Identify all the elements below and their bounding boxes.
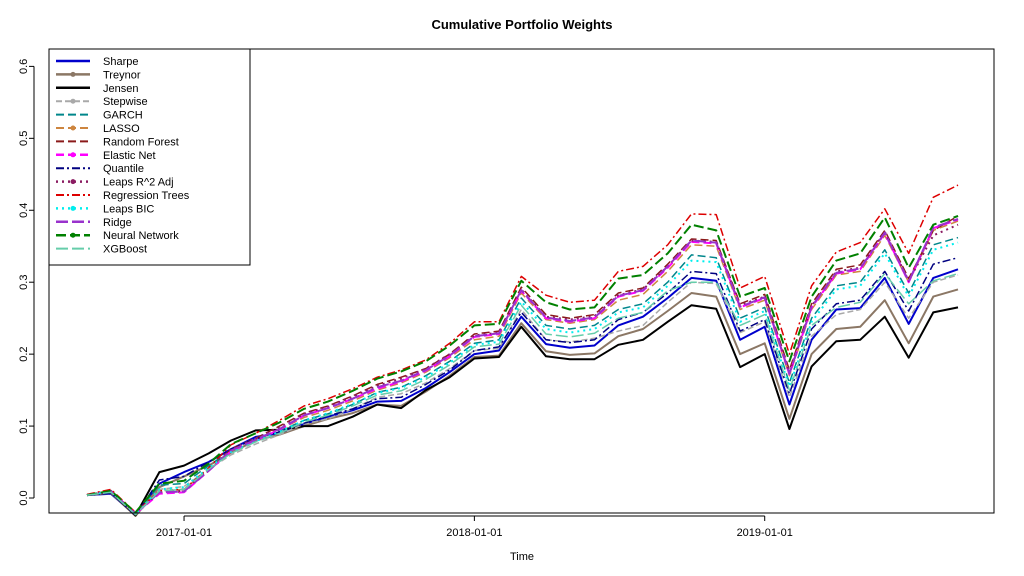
legend-label: Leaps R^2 Adj xyxy=(103,177,174,189)
y-tick-label: 0.2 xyxy=(18,346,30,361)
series-line-quantile xyxy=(86,256,959,517)
legend-label: LASSO xyxy=(103,123,140,135)
x-tick-label: 2018-01-01 xyxy=(446,527,502,539)
series-line-garch xyxy=(86,236,959,515)
legend-label: Ridge xyxy=(103,217,132,229)
y-tick-label: 0.0 xyxy=(18,490,30,505)
y-tick-label: 0.1 xyxy=(18,418,30,433)
y-tick-label: 0.3 xyxy=(18,275,30,290)
x-axis-label: Time xyxy=(510,551,534,563)
series-line-jensen xyxy=(86,304,959,517)
legend-item: Regression Trees xyxy=(56,190,190,202)
legend-label: XGBoost xyxy=(103,244,147,256)
series-line-stepwise xyxy=(86,274,959,516)
x-tick-label: 2019-01-01 xyxy=(737,527,793,539)
legend-label: Sharpe xyxy=(103,56,138,68)
legend-label: GARCH xyxy=(103,110,143,122)
chart-title: Cumulative Portfolio Weights xyxy=(431,17,612,32)
y-tick-label: 0.5 xyxy=(18,131,30,146)
legend-item: Leaps R^2 Adj xyxy=(56,177,174,189)
legend-label: Leaps BIC xyxy=(103,203,154,215)
legend-label: Stepwise xyxy=(103,96,148,108)
legend-marker xyxy=(70,125,76,131)
series-line-neural-network xyxy=(86,215,959,514)
legend-label: Regression Trees xyxy=(103,190,190,202)
legend-marker xyxy=(70,232,76,238)
legend-marker xyxy=(70,179,76,185)
series-line-xgboost xyxy=(86,272,959,516)
legend-item: Treynor xyxy=(56,69,141,81)
plot-frame xyxy=(48,48,995,514)
legend-label: Neural Network xyxy=(103,230,179,242)
legend-marker xyxy=(70,98,76,104)
legend-item: GARCH xyxy=(56,110,143,122)
legend-marker xyxy=(70,71,76,77)
legend-item: Sharpe xyxy=(56,56,138,68)
legend-item: Neural Network xyxy=(56,230,179,242)
legend-marker xyxy=(70,152,76,158)
legend-label: Random Forest xyxy=(103,136,179,148)
series-line-regression-trees xyxy=(86,184,959,514)
series-line-ridge xyxy=(86,217,959,515)
legend-item: Elastic Net xyxy=(56,150,156,162)
x-tick-label: 2017-01-01 xyxy=(156,527,212,539)
series-line-leaps-bic xyxy=(86,241,959,515)
plot-lines xyxy=(86,184,959,517)
x-axis: 2017-01-01 2018-01-01 2019-01-01 xyxy=(156,515,793,539)
legend-box xyxy=(48,48,251,266)
legend-item: Stepwise xyxy=(56,96,148,108)
legend-label: Jensen xyxy=(103,83,138,95)
legend-item: XGBoost xyxy=(56,244,147,256)
legend-marker xyxy=(70,205,76,211)
legend-label: Quantile xyxy=(103,163,144,175)
legend-item: Quantile xyxy=(56,163,144,175)
legend-label: Treynor xyxy=(103,69,141,81)
y-axis: 0.0 0.1 0.2 0.3 0.4 0.5 0.6 xyxy=(18,59,35,506)
series-line-leaps-r-2-adj xyxy=(86,223,959,515)
legend-item: LASSO xyxy=(56,123,140,135)
legend-item: Ridge xyxy=(56,217,132,229)
y-tick-label: 0.4 xyxy=(18,203,30,218)
legend-label: Elastic Net xyxy=(103,150,156,162)
series-line-random-forest xyxy=(86,215,959,514)
legend-item: Jensen xyxy=(56,83,138,95)
legend-item: Random Forest xyxy=(56,136,179,148)
legend-item: Leaps BIC xyxy=(56,203,154,215)
y-tick-label: 0.6 xyxy=(18,59,30,74)
